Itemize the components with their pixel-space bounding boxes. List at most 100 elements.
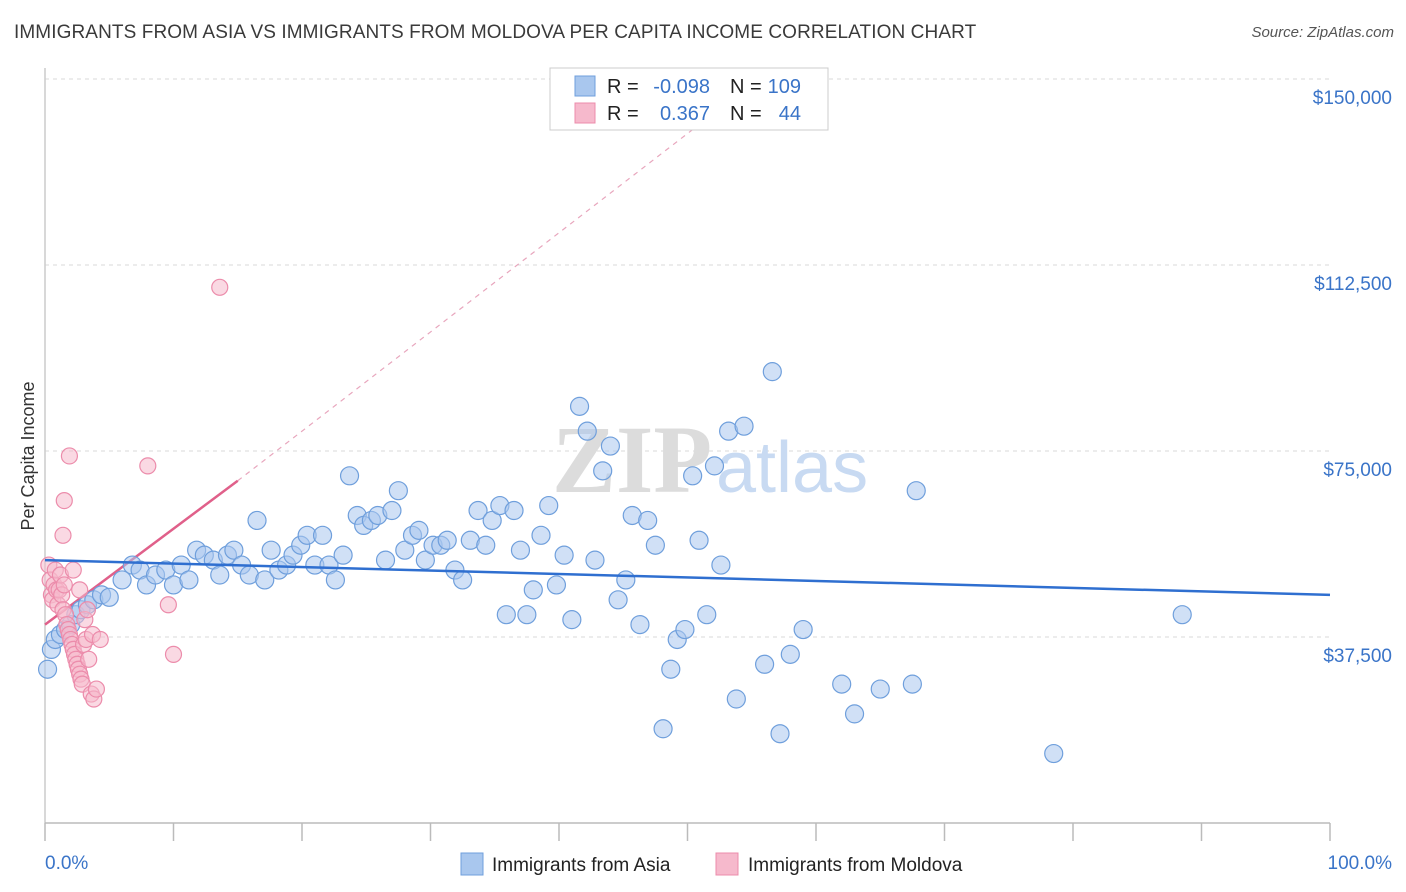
chart-source: Source: ZipAtlas.com — [1251, 24, 1394, 41]
legend-swatch-moldova — [574, 102, 596, 124]
moldova-point — [55, 576, 73, 594]
moldova-point — [78, 601, 97, 619]
moldova-point — [64, 561, 82, 579]
moldova-trend — [44, 103, 727, 626]
legend-n-value-moldova: 44 — [779, 103, 801, 125]
asia-point — [616, 570, 636, 590]
asia-point — [832, 674, 852, 694]
moldova-point — [164, 645, 183, 663]
asia-point — [112, 570, 132, 590]
asia-point — [675, 619, 695, 640]
asia-trend-line — [44, 558, 1331, 597]
moldova-point — [54, 526, 72, 544]
asia-point — [531, 525, 551, 545]
asia-point — [1044, 743, 1064, 764]
chart-title: IMMIGRANTS FROM ASIA VS IMMIGRANTS FROM … — [14, 22, 977, 43]
asia-point — [562, 610, 582, 630]
bottom-legend-swatch-asia — [460, 852, 484, 876]
asia-point — [468, 500, 488, 521]
moldova-point — [60, 447, 79, 465]
bottom-legend-label-asia: Immigrants from Asia — [492, 855, 671, 876]
asia-point — [608, 590, 628, 610]
moldova-point — [211, 278, 229, 296]
asia-point — [780, 644, 800, 664]
moldova-point — [55, 492, 73, 510]
asia-point — [539, 495, 559, 516]
asia-point — [247, 510, 267, 531]
asia-point — [600, 436, 621, 456]
asia-point — [906, 481, 926, 501]
bottom-legend-swatch-moldova — [715, 852, 739, 876]
asia-point — [593, 461, 613, 481]
asia-point — [325, 570, 346, 590]
asia-point — [523, 580, 543, 600]
asia-point — [630, 614, 650, 635]
asia-point — [482, 510, 502, 531]
asia-point — [504, 500, 524, 521]
asia-point — [210, 565, 230, 585]
asia-point — [255, 570, 275, 590]
asia-point — [476, 535, 496, 555]
asia-point — [683, 466, 703, 486]
watermark-atlas: atlas — [716, 428, 868, 508]
asia-trend — [44, 558, 1331, 597]
asia-point — [653, 719, 673, 739]
asia-point — [554, 545, 574, 565]
moldova-point — [159, 596, 177, 614]
legend-r-label-moldova: R = — [607, 103, 639, 125]
legend-n-label-asia: N = — [730, 76, 762, 98]
legend-box: R = -0.098 N = 109 R = 0.367 N = 44 — [549, 67, 829, 131]
asia-point — [312, 525, 333, 545]
asia-point — [1172, 605, 1192, 625]
asia-point — [689, 530, 709, 550]
y-tick-label: $150,000 — [1313, 88, 1392, 109]
x-tick-label-min: 0.0% — [45, 853, 88, 874]
y-tick-label: $112,500 — [1314, 274, 1392, 295]
asia-point — [224, 540, 244, 560]
asia-point — [711, 555, 731, 575]
asia-point — [382, 500, 402, 521]
moldova-point — [91, 630, 109, 649]
asia-point — [770, 724, 790, 744]
asia-point — [395, 540, 415, 560]
asia-point — [546, 575, 567, 595]
asia-point — [793, 619, 813, 640]
asia-point — [339, 466, 360, 486]
asia-point — [754, 654, 775, 674]
asia-point — [844, 704, 865, 724]
legend-r-value-moldova: 0.367 — [660, 103, 710, 125]
asia-point — [638, 510, 658, 531]
asia-point — [870, 679, 890, 699]
asia-point — [496, 605, 516, 625]
y-tick-label: $75,000 — [1323, 460, 1392, 481]
asia-point — [375, 550, 396, 570]
y-axis-label: Per Capita Income — [18, 381, 38, 530]
watermark: ZIP atlas — [552, 406, 868, 513]
asia-point — [37, 659, 58, 679]
asia-point — [510, 540, 531, 560]
asia-point — [99, 587, 119, 607]
moldova-point — [139, 457, 157, 475]
asia-point — [704, 456, 725, 476]
legend-n-value-asia: 109 — [768, 76, 801, 98]
legend-r-label-asia: R = — [607, 76, 639, 98]
x-tick-label-max: 100.0% — [1328, 853, 1393, 874]
asia-point — [734, 416, 754, 436]
legend-swatch-asia — [574, 75, 596, 97]
moldova-trend-line — [44, 479, 239, 626]
asia-point — [415, 550, 435, 570]
asia-point — [902, 674, 922, 694]
asia-point — [333, 545, 353, 565]
asia-point — [661, 659, 681, 679]
moldova-point — [87, 680, 106, 698]
asia-point — [726, 689, 746, 709]
bottom-legend-label-moldova: Immigrants from Moldova — [748, 855, 963, 876]
asia-point — [437, 530, 457, 550]
moldova-point — [71, 581, 89, 599]
asia-point — [517, 605, 537, 625]
axes — [44, 68, 1331, 841]
asia-point — [697, 605, 717, 625]
asia-point — [388, 481, 408, 501]
asia-point — [645, 535, 665, 555]
